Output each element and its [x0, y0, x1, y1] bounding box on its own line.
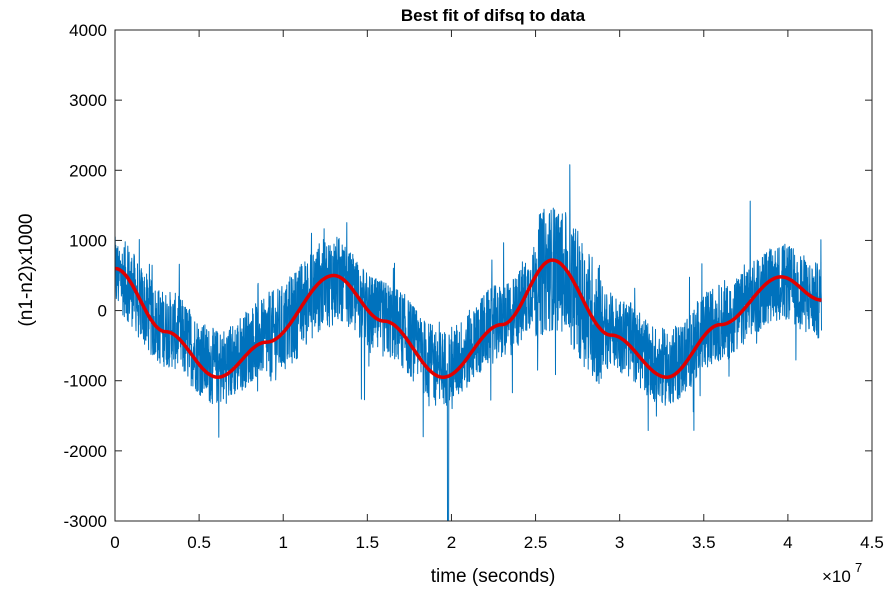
x-axis-label: time (seconds): [431, 566, 556, 587]
x-tick-label: 0.5: [187, 533, 211, 552]
x-tick-label: 1.5: [356, 533, 380, 552]
y-tick-label: 0: [98, 302, 107, 321]
plot-frame: [114, 29, 873, 522]
x-tick-label: 0: [110, 533, 119, 552]
fit-layer: [114, 258, 823, 379]
y-tick-label: 2000: [69, 161, 107, 180]
x-tick-label: 4: [783, 533, 792, 552]
y-tick-label: -1000: [64, 372, 107, 391]
data-layer: [114, 164, 822, 522]
x-tick-label: 1: [278, 533, 287, 552]
x-tick-label: 3.5: [692, 533, 716, 552]
x-tick-label: 4.5: [860, 533, 884, 552]
y-tick-label: 3000: [69, 91, 107, 110]
y-tick-label: -2000: [64, 442, 107, 461]
y-tick-label: -3000: [64, 512, 107, 531]
data-series-line: [114, 164, 822, 522]
chart-title: Best fit of difsq to data: [401, 6, 586, 25]
fit-series-line: [114, 258, 823, 379]
x-exponent-power: 7: [855, 560, 862, 575]
y-tick-label: 1000: [69, 231, 107, 250]
x-tick-label: 2: [447, 533, 456, 552]
x-tick-label: 3: [615, 533, 624, 552]
ticks-layer: 0 0.5 1 1.5 2 2.5 3 3.5 4 4.5 -3000 -2000 -1000 0 1000…: [64, 21, 884, 552]
y-tick-label: 4000: [69, 21, 107, 40]
y-axis-label: (n1-n2)x1000: [16, 213, 37, 326]
x-tick-label: 2.5: [524, 533, 548, 552]
x-exponent-base: ×10: [822, 567, 851, 586]
